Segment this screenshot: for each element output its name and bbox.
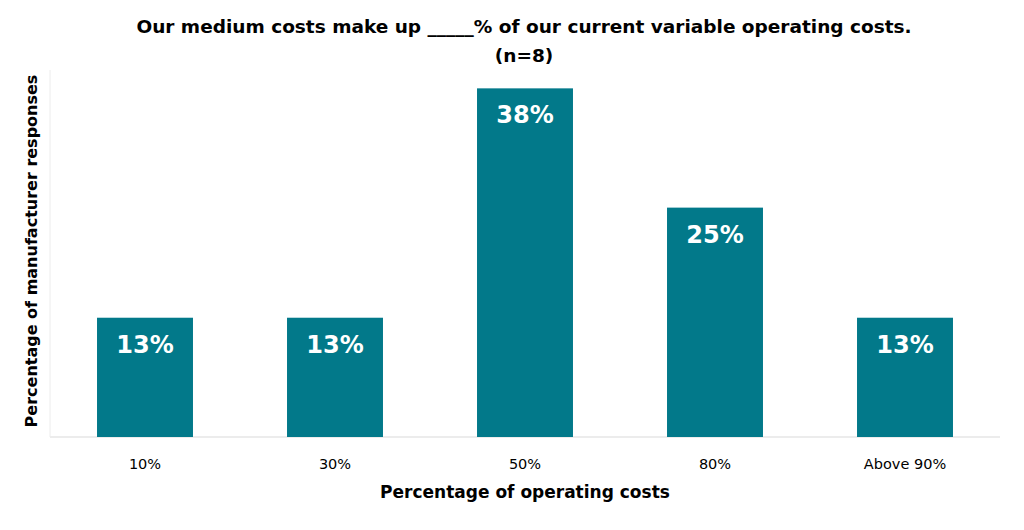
y-axis-line — [50, 70, 51, 437]
bar — [97, 318, 193, 437]
subtitle: (n=8) — [495, 45, 553, 66]
data-label: 13% — [876, 331, 933, 359]
chart-svg: Our medium costs make up _____% of our c… — [0, 0, 1024, 530]
data-label: 13% — [306, 331, 363, 359]
bar — [857, 318, 953, 437]
x-tick-label: 30% — [319, 456, 351, 472]
x-tick-label: 80% — [699, 456, 731, 472]
title: Our medium costs make up _____% of our c… — [136, 16, 911, 37]
bar — [477, 88, 573, 437]
bar — [667, 208, 763, 437]
bars — [97, 88, 953, 437]
data-label: 25% — [686, 221, 743, 249]
data-label: 13% — [116, 331, 173, 359]
x-tick-label: Above 90% — [864, 456, 946, 472]
data-label: 38% — [496, 101, 553, 129]
y-axis-title: Percentage of manufacturer responses — [22, 75, 41, 428]
x-tick-label: 50% — [509, 456, 541, 472]
bar — [287, 318, 383, 437]
x-axis-title: Percentage of operating costs — [380, 482, 670, 502]
chart-container: Our medium costs make up _____% of our c… — [0, 0, 1024, 530]
x-tick-label: 10% — [129, 456, 161, 472]
